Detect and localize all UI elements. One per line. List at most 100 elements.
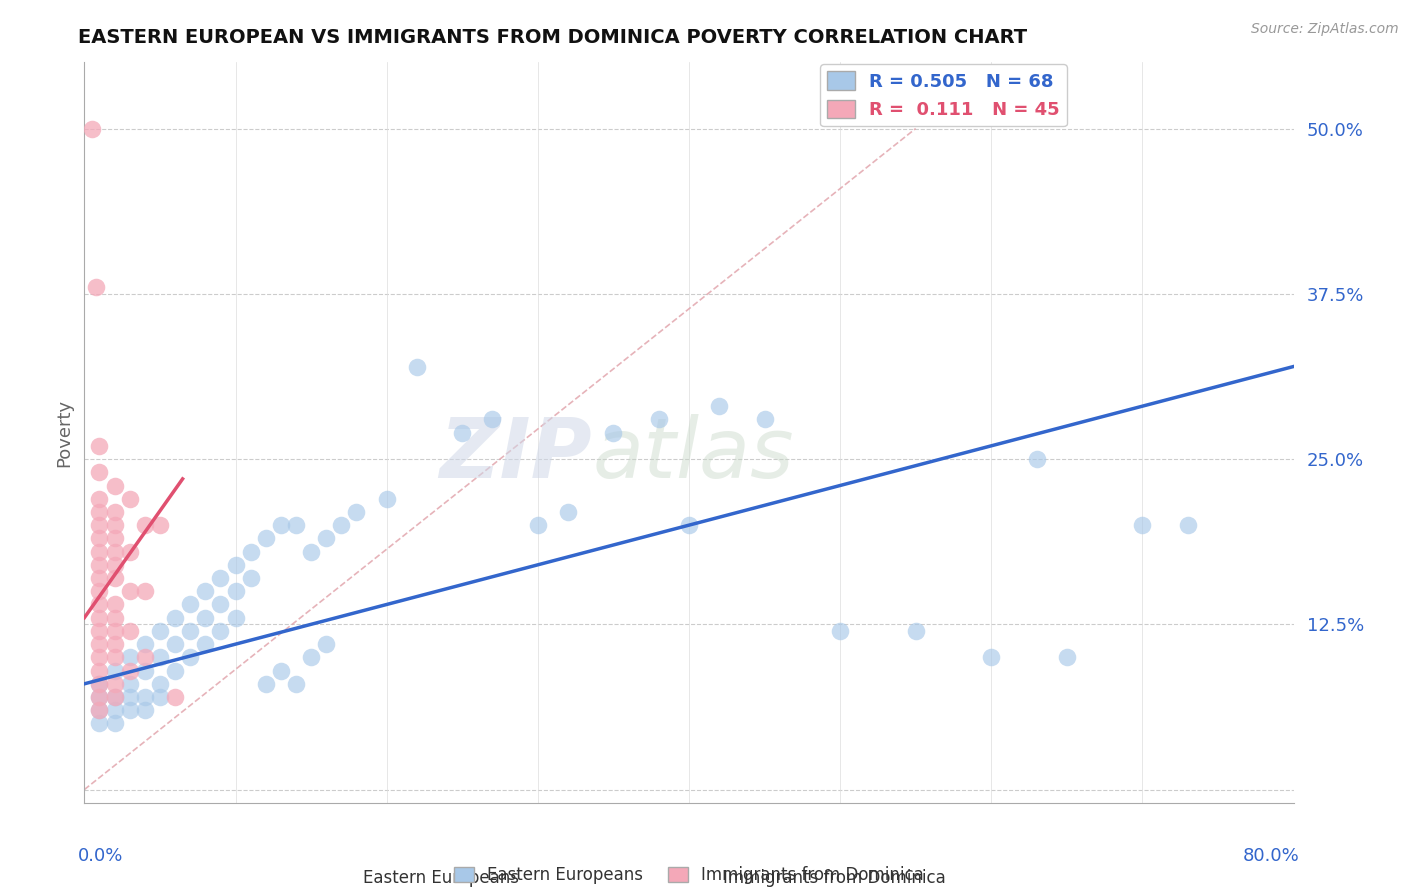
Point xyxy=(134,664,156,678)
Point xyxy=(104,571,127,585)
Point xyxy=(165,637,187,651)
Point xyxy=(89,703,111,717)
Point xyxy=(89,584,111,599)
Point xyxy=(118,491,141,506)
Point xyxy=(194,584,217,599)
Point xyxy=(118,650,141,665)
Point xyxy=(527,518,550,533)
Text: 80.0%: 80.0% xyxy=(1243,847,1299,865)
Point xyxy=(134,518,156,533)
Point xyxy=(89,677,111,691)
Point xyxy=(118,677,141,691)
Point xyxy=(1025,452,1047,467)
Point xyxy=(89,703,111,717)
Point xyxy=(89,518,111,533)
Point xyxy=(165,611,187,625)
Point xyxy=(754,412,776,426)
Point xyxy=(1130,518,1153,533)
Point xyxy=(209,598,232,612)
Point xyxy=(406,359,429,374)
Point xyxy=(118,664,141,678)
Point xyxy=(104,544,127,558)
Y-axis label: Poverty: Poverty xyxy=(55,399,73,467)
Point xyxy=(315,637,337,651)
Text: Source: ZipAtlas.com: Source: ZipAtlas.com xyxy=(1251,22,1399,37)
Point xyxy=(86,280,108,294)
Point xyxy=(89,650,111,665)
Point xyxy=(330,518,353,533)
Text: EASTERN EUROPEAN VS IMMIGRANTS FROM DOMINICA POVERTY CORRELATION CHART: EASTERN EUROPEAN VS IMMIGRANTS FROM DOMI… xyxy=(79,28,1028,47)
Point xyxy=(481,412,503,426)
Point xyxy=(89,690,111,704)
Text: atlas: atlas xyxy=(592,414,794,495)
Point xyxy=(89,637,111,651)
Point xyxy=(179,624,201,638)
Point xyxy=(89,624,111,638)
Point xyxy=(104,690,127,704)
Point xyxy=(118,624,141,638)
Point xyxy=(134,584,156,599)
Point xyxy=(104,664,127,678)
Point xyxy=(89,677,111,691)
Text: 0.0%: 0.0% xyxy=(79,847,124,865)
Point xyxy=(89,571,111,585)
Point xyxy=(89,716,111,731)
Point xyxy=(602,425,624,440)
Point xyxy=(134,637,156,651)
Point xyxy=(104,598,127,612)
Point xyxy=(165,690,187,704)
Point xyxy=(209,624,232,638)
Point xyxy=(209,571,232,585)
Point xyxy=(89,505,111,519)
Point xyxy=(149,650,172,665)
Point xyxy=(149,624,172,638)
Point xyxy=(89,544,111,558)
Point xyxy=(104,677,127,691)
Point xyxy=(104,611,127,625)
Point xyxy=(89,664,111,678)
Point xyxy=(104,650,127,665)
Point xyxy=(179,598,201,612)
Point xyxy=(104,558,127,572)
Point xyxy=(285,518,308,533)
Point xyxy=(451,425,474,440)
Point xyxy=(134,703,156,717)
Point xyxy=(118,544,141,558)
Point xyxy=(270,518,292,533)
Point xyxy=(179,650,201,665)
Point xyxy=(134,650,156,665)
Point xyxy=(285,677,308,691)
Point xyxy=(346,505,368,519)
Point xyxy=(254,532,277,546)
Point xyxy=(149,690,172,704)
Point xyxy=(89,465,111,479)
Point xyxy=(89,532,111,546)
Point xyxy=(194,611,217,625)
Point xyxy=(104,690,127,704)
Point xyxy=(678,518,700,533)
Point xyxy=(104,624,127,638)
Legend: Eastern Europeans, Immigrants from Dominica: Eastern Europeans, Immigrants from Domin… xyxy=(447,859,931,891)
Point xyxy=(980,650,1002,665)
Point xyxy=(89,558,111,572)
Point xyxy=(1056,650,1078,665)
Point xyxy=(648,412,671,426)
Point xyxy=(194,637,217,651)
Point xyxy=(118,703,141,717)
Point xyxy=(165,664,187,678)
Point xyxy=(904,624,927,638)
Point xyxy=(270,664,292,678)
Point xyxy=(104,532,127,546)
Point xyxy=(104,716,127,731)
Point xyxy=(239,544,262,558)
Point xyxy=(225,584,247,599)
Point xyxy=(225,558,247,572)
Point xyxy=(104,478,127,492)
Point xyxy=(104,637,127,651)
Point xyxy=(104,703,127,717)
Point xyxy=(299,544,322,558)
Point xyxy=(104,505,127,519)
Text: ZIP: ZIP xyxy=(440,414,592,495)
Point xyxy=(1177,518,1199,533)
Point xyxy=(254,677,277,691)
